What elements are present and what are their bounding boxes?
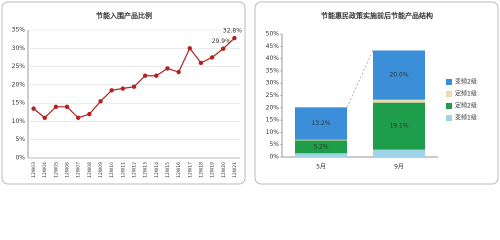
legend-swatch [446,91,452,97]
y-tick-label: 30% [266,80,280,87]
y-tick-label: 35% [266,67,280,74]
y-tick-label: 15% [12,100,26,107]
x-tick-label: 12W14 [154,162,160,178]
point [31,106,36,111]
y-tick-label: 25% [12,63,26,70]
chart-title: 节能入围产品比例 [96,11,152,20]
chart-title: 节能惠民政策实施前后节能产品结构 [321,11,433,20]
x-tick-label: 12W03 [31,162,37,178]
y-tick-label: 0% [15,155,25,162]
y-tick-label: 20% [12,81,26,88]
data-label: 32.8% [223,28,242,35]
x-tick-label: 12W21 [232,162,238,178]
point [42,115,47,120]
y-tick-label: 50% [266,31,280,38]
y-tick-label: 45% [266,43,280,50]
x-tick-label: 12W17 [187,162,193,178]
point [98,99,103,104]
point [198,60,204,66]
y-tick-label: 30% [12,45,26,52]
point [131,84,137,89]
x-tick-label: 12W06 [65,162,71,178]
bar-segment [295,107,347,140]
point [87,111,92,117]
y-tick-label: 20% [266,104,280,111]
point [53,104,59,110]
data-label: 29.9% [212,38,231,45]
legend-label: 定频2级 [455,102,477,110]
y-tick-label: 5% [15,136,25,143]
point [154,73,159,78]
x-tick-label: 12W05 [53,162,59,178]
page: 节能入围产品比例 0% 5% 10% 15% 20% 25% 30% 35% 12W03 12W04… [1,1,499,185]
point [120,86,126,91]
bar-segment [373,50,425,100]
x-tick-label: 5月 [316,164,326,171]
legend-swatch [446,115,452,121]
left-panel [1,1,246,185]
y-tick-label: 5% [269,141,279,148]
x-tick-label: 12W19 [210,162,216,178]
y-tick-label: 25% [266,92,280,99]
point [64,104,70,110]
point [142,73,148,78]
x-tick-label: 12W12 [132,162,138,178]
point [209,55,215,60]
y-tick-label: 15% [266,117,280,124]
data-label: 13.2% [311,120,330,127]
point [232,35,237,41]
x-tick-label: 12W04 [42,162,48,178]
point [221,46,226,51]
x-tick-label: 12W11 [120,162,126,178]
point [187,46,192,51]
x-tick-label: 12W18 [198,162,204,178]
bar-segment [373,99,425,103]
legend-swatch [446,79,452,85]
point [165,66,170,71]
x-tick-label: 12W16 [176,162,182,178]
x-tick-label: 12W15 [165,162,171,178]
x-tick-label: 12W08 [87,162,93,178]
y-tick-label: 10% [12,118,26,125]
data-label: 5.2% [313,143,329,150]
connector [346,50,374,108]
legend-label: 变频1级 [455,114,477,122]
y-tick-label: 10% [266,129,280,136]
bar-segment [373,149,425,157]
point [76,115,81,120]
y-tick-label: 35% [12,27,26,34]
x-tick-label: 12W09 [98,162,104,178]
legend-swatch [446,103,452,109]
data-label: 19.1% [389,123,408,130]
y-tick-label: 0% [269,154,279,161]
point [109,88,114,93]
legend-label: 定频1级 [455,90,477,98]
bar-segment [295,140,347,154]
x-tick-label: 12W07 [76,162,82,178]
point [176,69,181,75]
legend-label: 变频2级 [455,78,477,86]
data-label: 20.0% [389,72,408,79]
x-tick-label: 12W20 [221,162,227,178]
x-tick-label: 12W13 [143,162,149,178]
x-tick-label: 12W10 [109,162,115,178]
bar-segment [373,102,425,150]
y-tick-label: 40% [266,55,280,62]
bar-segment [295,139,347,141]
x-tick-label: 9月 [394,164,404,171]
bar-segment [295,153,347,157]
